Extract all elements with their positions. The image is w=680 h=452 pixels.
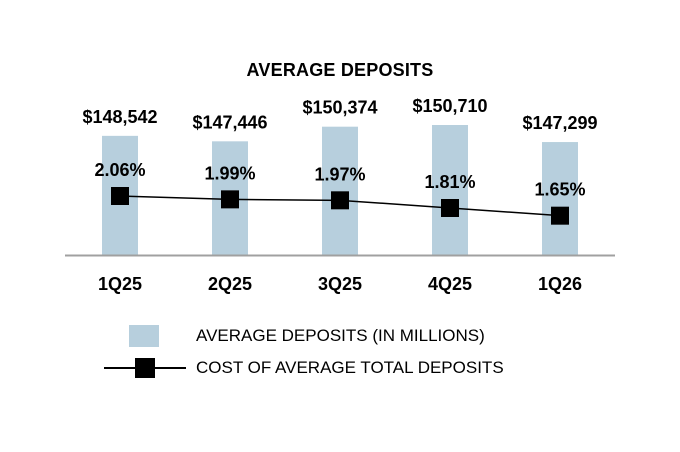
bar-value-label: $147,446 <box>192 112 267 132</box>
bar-4Q25 <box>432 125 468 255</box>
cost-value-label: 1.97% <box>314 164 365 184</box>
marker-swatch-icon <box>135 358 155 378</box>
cost-marker-1Q25 <box>111 187 129 205</box>
bar-3Q25 <box>322 126 358 256</box>
bar-value-label: $150,374 <box>302 98 377 118</box>
legend-label-deposits: AVERAGE DEPOSITS (IN MILLIONS) <box>196 326 485 345</box>
x-tick-label: 1Q26 <box>538 274 582 294</box>
bar-value-label: $148,542 <box>82 107 157 127</box>
legend-label-cost: COST OF AVERAGE TOTAL DEPOSITS <box>196 358 504 377</box>
x-tick-label: 1Q25 <box>98 274 142 294</box>
bar-swatch-icon <box>129 325 159 347</box>
x-tick-label: 4Q25 <box>428 274 472 294</box>
legend-swatch-bar <box>104 323 186 349</box>
cost-marker-3Q25 <box>331 191 349 210</box>
bar-1Q26 <box>542 142 578 255</box>
cost-marker-1Q26 <box>551 206 569 225</box>
legend-item-cost: COST OF AVERAGE TOTAL DEPOSITS <box>104 355 504 381</box>
cost-marker-2Q25 <box>221 190 239 209</box>
cost-value-label: 1.81% <box>424 172 475 192</box>
cost-value-label: 1.99% <box>204 163 255 183</box>
cost-value-label: 1.65% <box>534 180 585 200</box>
legend-swatch-line <box>104 355 186 381</box>
bar-value-label: $150,710 <box>412 96 487 116</box>
cost-marker-4Q25 <box>441 199 459 217</box>
bar-value-label: $147,299 <box>522 113 597 133</box>
x-tick-label: 3Q25 <box>318 274 362 294</box>
cost-value-label: 2.06% <box>94 160 145 180</box>
x-tick-label: 2Q25 <box>208 274 252 294</box>
legend-item-deposits: AVERAGE DEPOSITS (IN MILLIONS) <box>104 323 485 349</box>
chart-title: AVERAGE DEPOSITS <box>246 60 434 80</box>
